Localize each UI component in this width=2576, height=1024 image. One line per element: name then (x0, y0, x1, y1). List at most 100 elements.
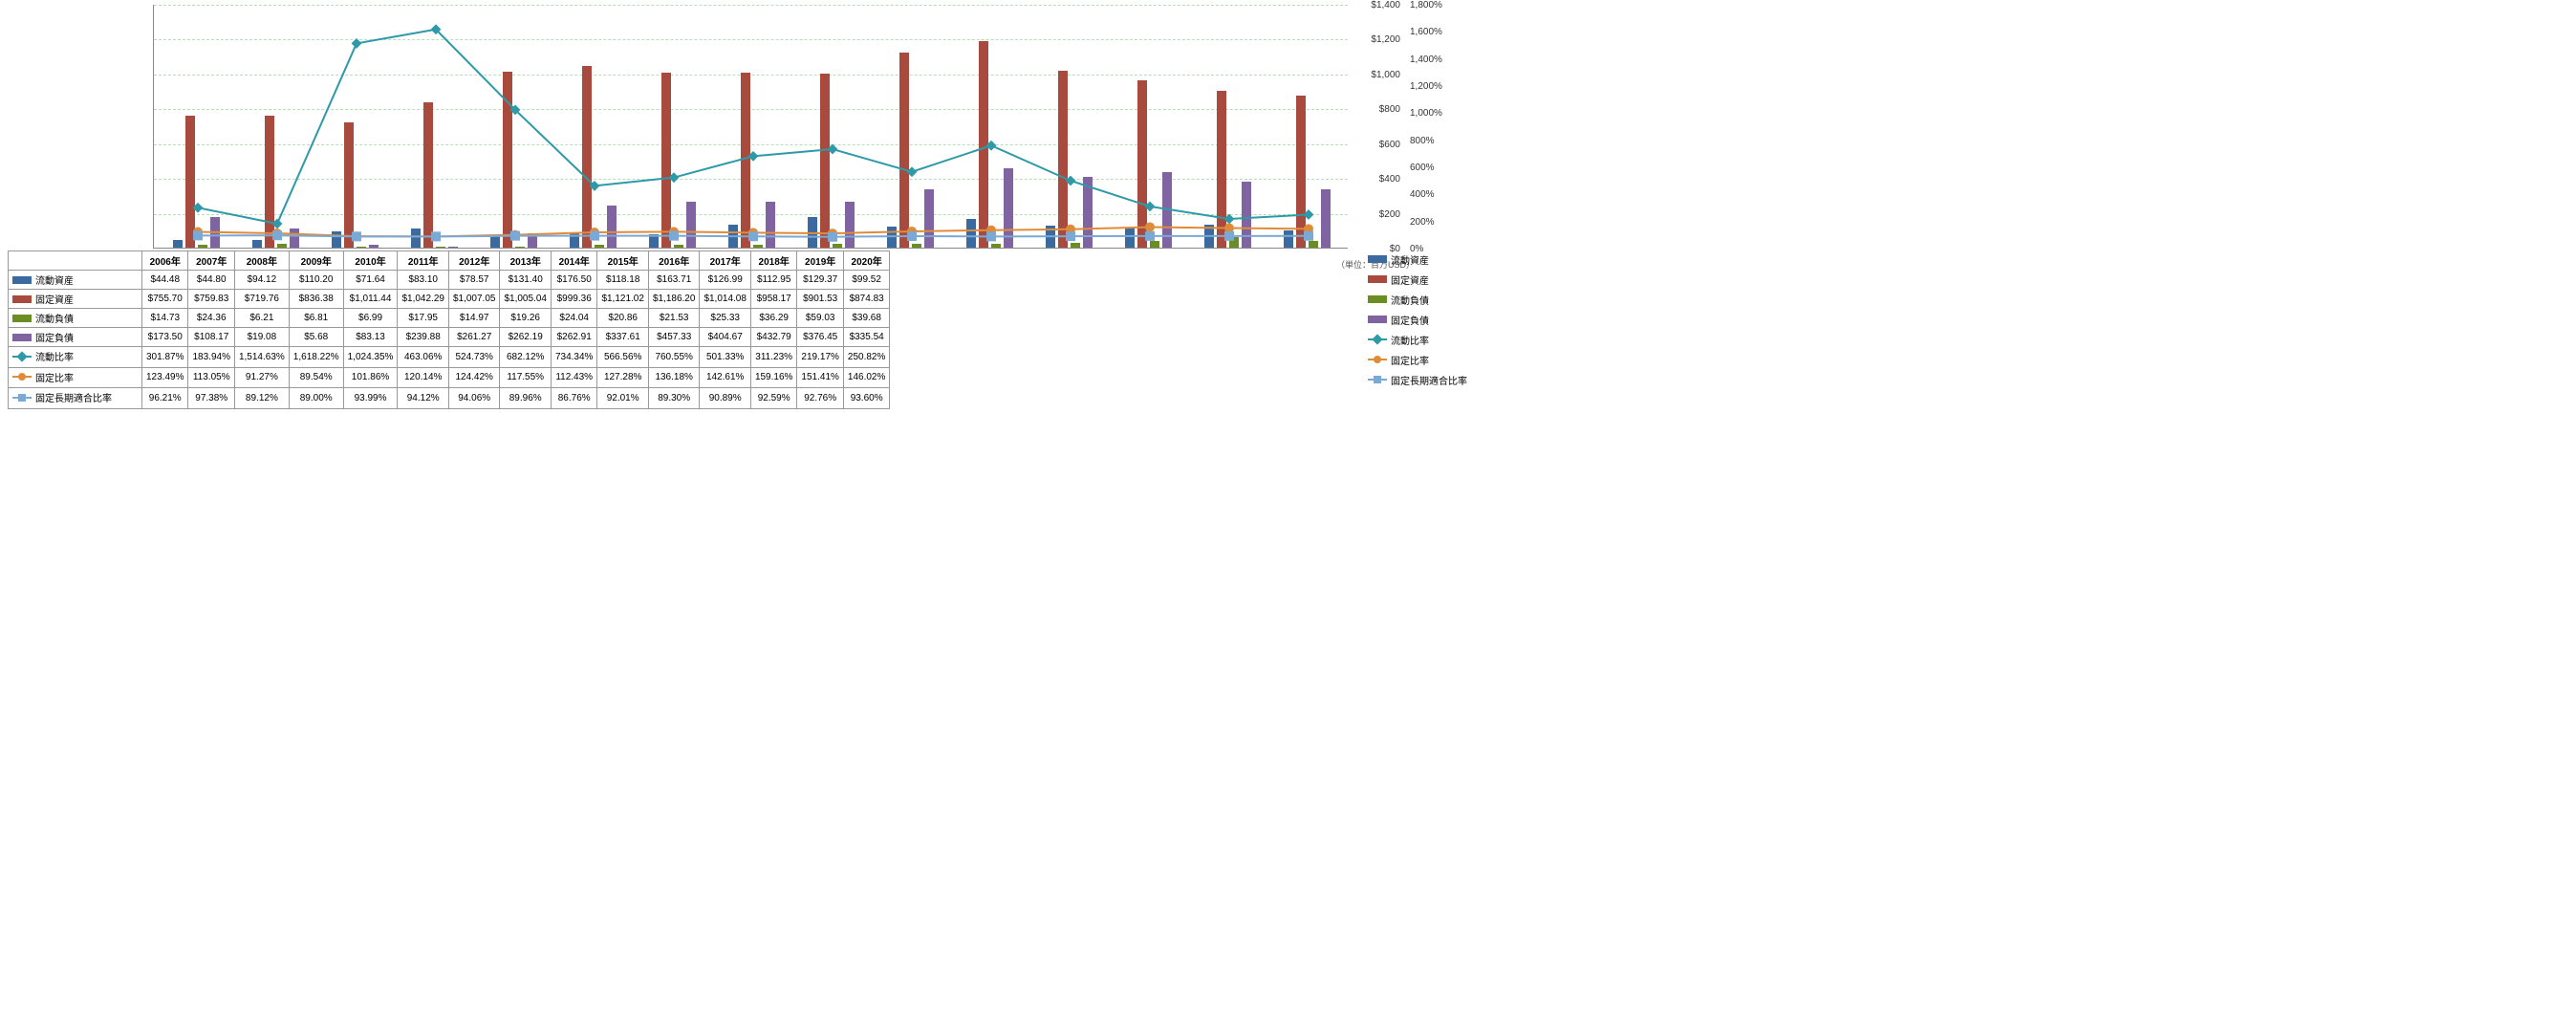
cell: $262.91 (551, 328, 596, 347)
bar-ryudo_shisan (887, 227, 897, 248)
cell: 183.94% (188, 347, 234, 368)
cell: 159.16% (750, 367, 796, 388)
bar-ryudo_fusai (912, 244, 921, 248)
y-tick-pct: 1,200% (1410, 81, 1458, 92)
cell: $1,042.29 (398, 290, 449, 309)
y-tick-pct: 1,400% (1410, 54, 1458, 65)
cell: 112.43% (551, 367, 596, 388)
col-header: 2012年 (448, 251, 500, 271)
y-tick-pct: 1,600% (1410, 27, 1458, 37)
bar-kotei_shisan (265, 116, 274, 248)
cell: $44.80 (188, 271, 234, 290)
col-header: 2016年 (648, 251, 700, 271)
bar-ryudo_fusai (833, 244, 842, 248)
legend-item-kotei_choki: 固定長期適合比率 (1368, 371, 1467, 388)
cell: 117.55% (500, 367, 552, 388)
bar-ryudo_fusai (436, 247, 445, 248)
bar-ryudo_fusai (515, 247, 525, 248)
bar-kotei_shisan (344, 122, 354, 248)
bar-kotei_shisan (1296, 96, 1306, 248)
y-tick-usd: $1,200 (1353, 34, 1400, 45)
bar-ryudo_fusai (1309, 241, 1318, 248)
y-tick-pct: 200% (1410, 217, 1458, 228)
cell: $59.03 (797, 309, 843, 328)
cell: $108.17 (188, 328, 234, 347)
bar-kotei_shisan (185, 116, 195, 248)
cell: 463.06% (398, 347, 449, 368)
cell: $457.33 (648, 328, 700, 347)
cell: 89.30% (648, 388, 700, 409)
cell: $129.37 (797, 271, 843, 290)
bar-kotei_fusai (1162, 172, 1172, 248)
cell: $6.21 (234, 309, 289, 328)
cell: 93.60% (843, 388, 889, 409)
y-tick-usd: $200 (1353, 209, 1400, 220)
cell: 89.12% (234, 388, 289, 409)
cell: 89.54% (289, 367, 343, 388)
bar-ryudo_shisan (728, 225, 738, 248)
y-tick-pct: 400% (1410, 189, 1458, 200)
cell: $163.71 (648, 271, 700, 290)
bar-kotei_fusai (686, 202, 696, 248)
col-header: 2011年 (398, 251, 449, 271)
bar-ryudo_shisan (173, 240, 183, 248)
cell: 127.28% (597, 367, 649, 388)
cell: 89.96% (500, 388, 552, 409)
y-tick-usd: $600 (1353, 140, 1400, 150)
y-tick-usd: $800 (1353, 104, 1400, 115)
bar-kotei_shisan (979, 41, 988, 248)
row-header-kotei_shisan: 固定資産 (9, 290, 142, 309)
cell: 734.34% (551, 347, 596, 368)
bar-kotei_shisan (661, 73, 671, 248)
cell: $71.64 (343, 271, 398, 290)
cell: 101.86% (343, 367, 398, 388)
cell: 1,514.63% (234, 347, 289, 368)
cell: 96.21% (142, 388, 188, 409)
bar-kotei_fusai (766, 202, 775, 248)
cell: 1,618.22% (289, 347, 343, 368)
chart-container: （単位：百万USD） 2006年2007年2008年2009年2010年2011… (0, 0, 1472, 585)
legend-item-kotei_shisan: 固定資産 (1368, 271, 1467, 288)
row-header-kotei_choki: 固定長期適合比率 (9, 388, 142, 409)
bar-kotei_fusai (369, 245, 379, 248)
cell: 124.42% (448, 367, 500, 388)
cell: $25.33 (700, 309, 751, 328)
bar-kotei_fusai (607, 206, 617, 248)
y-tick-pct: 600% (1410, 163, 1458, 173)
col-header: 2019年 (797, 251, 843, 271)
cell: $432.79 (750, 328, 796, 347)
cell: 1,024.35% (343, 347, 398, 368)
bar-ryudo_fusai (753, 245, 763, 249)
y-tick-pct: 1,000% (1410, 108, 1458, 119)
cell: $836.38 (289, 290, 343, 309)
cell: $126.99 (700, 271, 751, 290)
cell: 93.99% (343, 388, 398, 409)
legend-item-kotei_fusai: 固定負債 (1368, 311, 1467, 328)
row-header-ryudo_shisan: 流動資産 (9, 271, 142, 290)
cell: $1,186.20 (648, 290, 700, 309)
y-tick-usd: $1,000 (1353, 70, 1400, 80)
cell: 86.76% (551, 388, 596, 409)
cell: 566.56% (597, 347, 649, 368)
bar-ryudo_shisan (808, 217, 817, 248)
legend-item-kotei_hiritsu: 固定比率 (1368, 351, 1467, 368)
cell: $239.88 (398, 328, 449, 347)
cell: $112.95 (750, 271, 796, 290)
bar-kotei_shisan (423, 102, 433, 248)
cell: 97.38% (188, 388, 234, 409)
cell: $337.61 (597, 328, 649, 347)
cell: $36.29 (750, 309, 796, 328)
bar-ryudo_fusai (198, 245, 207, 248)
cell: $94.12 (234, 271, 289, 290)
bar-kotei_fusai (448, 247, 458, 248)
bar-ryudo_fusai (1071, 243, 1080, 248)
row-header-ryudo_fusai: 流動負債 (9, 309, 142, 328)
bar-kotei_shisan (820, 74, 830, 248)
cell: 94.12% (398, 388, 449, 409)
cell: $20.86 (597, 309, 649, 328)
bar-kotei_shisan (1137, 80, 1147, 248)
cell: $262.19 (500, 328, 552, 347)
legend: 流動資産固定資産流動負債固定負債流動比率固定比率固定長期適合比率 (1368, 251, 1467, 391)
row-header-kotei_hiritsu: 固定比率 (9, 367, 142, 388)
cell: $1,014.08 (700, 290, 751, 309)
